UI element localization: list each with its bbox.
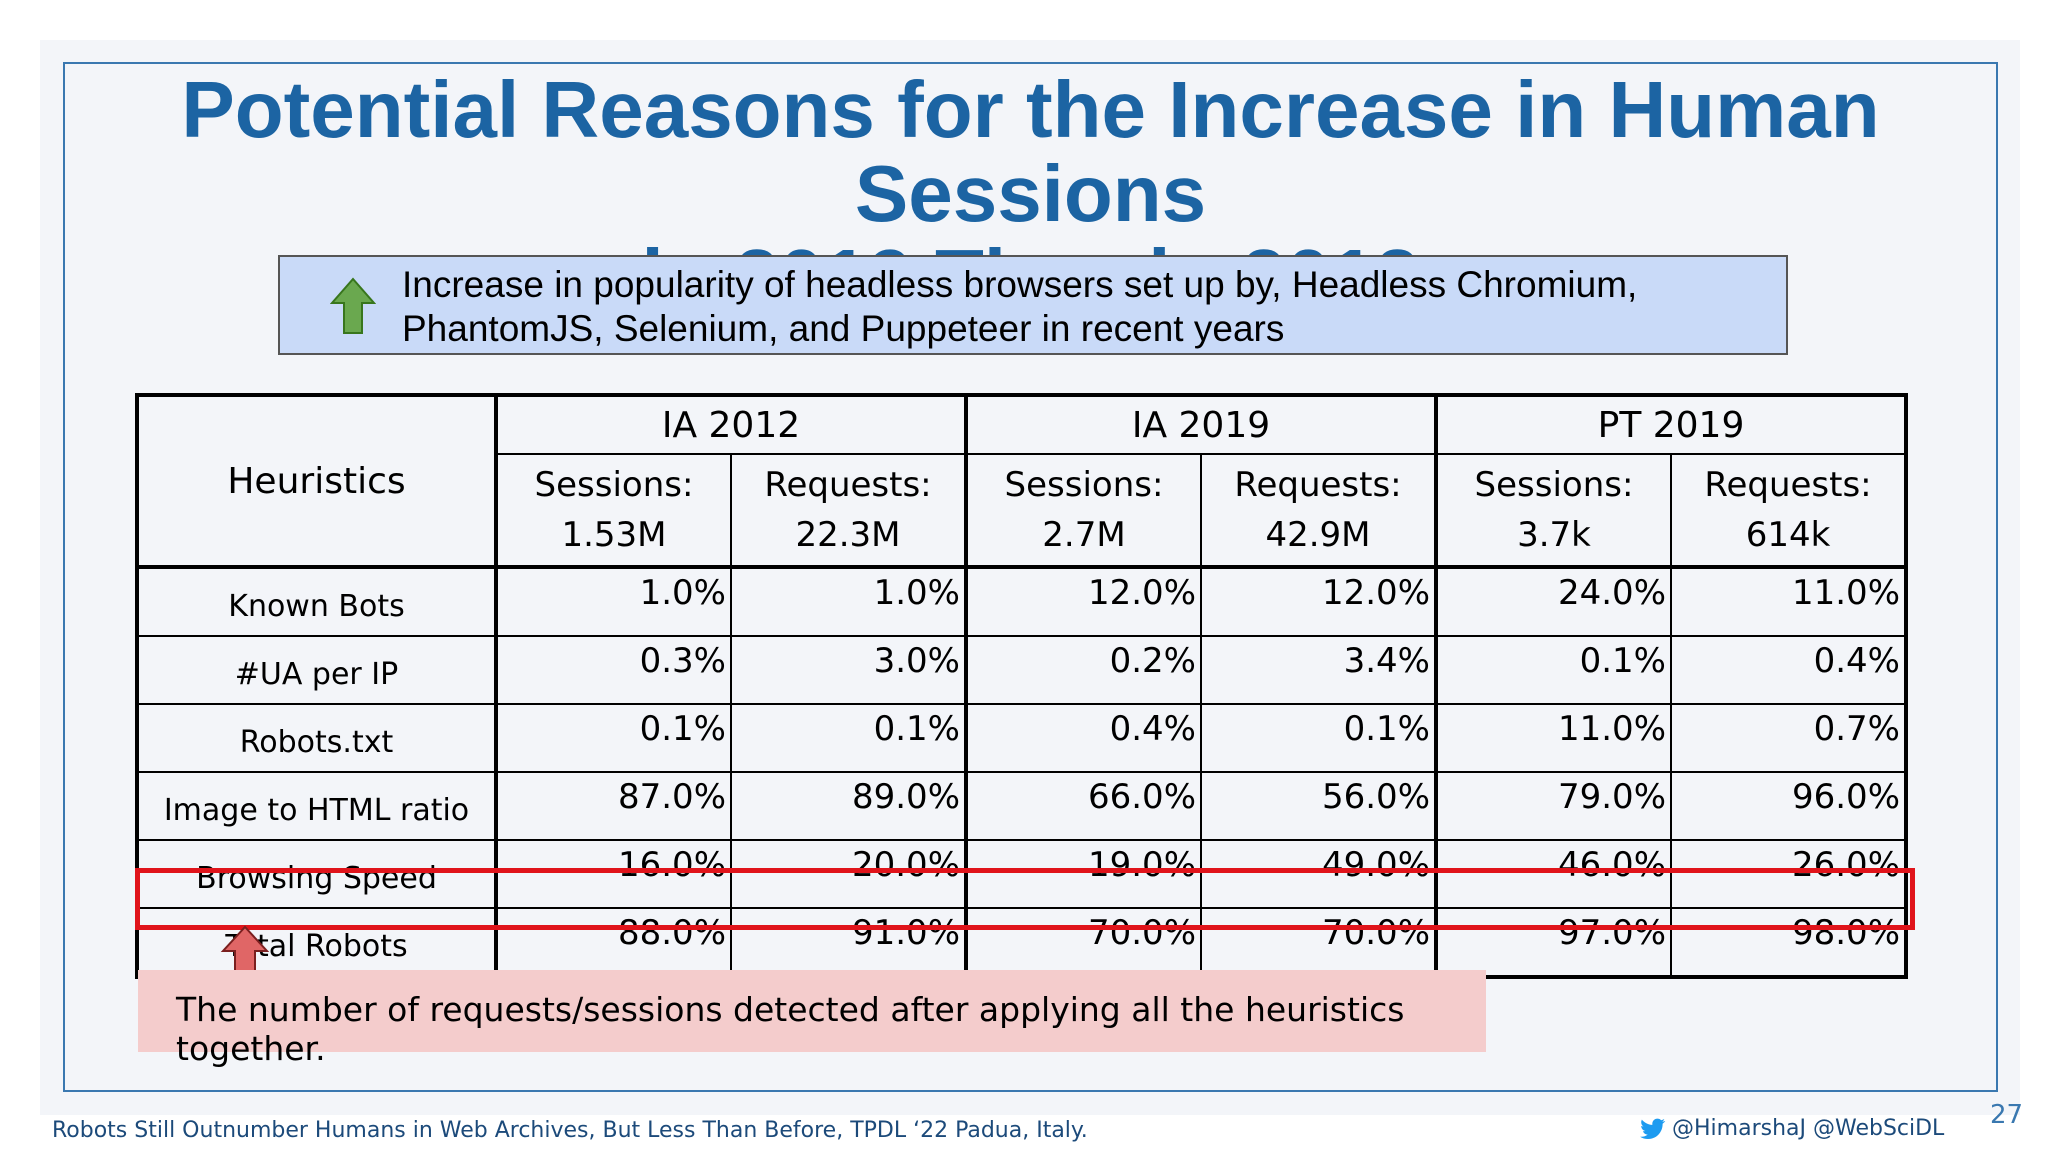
table-cell: 24.0% [1434, 566, 1672, 637]
table-cell: 0.1% [730, 703, 967, 773]
sub-header: Sessions: 1.53M [494, 453, 732, 568]
title-line-1: Potential Reasons for the Increase in Hu… [181, 65, 1880, 238]
table-cell: 26.0% [1670, 839, 1907, 909]
table-cell: 19.0% [964, 839, 1202, 909]
total-robots-callout: The number of requests/sessions detected… [138, 970, 1486, 1068]
table-cell: 70.0% [964, 907, 1202, 978]
table-cell: 0.1% [1200, 703, 1437, 773]
table-cell: 97.0% [1434, 907, 1672, 978]
table-cell: 12.0% [964, 566, 1202, 637]
table-cell: 91.0% [730, 907, 967, 978]
footer-handles-text: @HimarshaJ @WebSciDL [1672, 1116, 1945, 1141]
table-cell: 0.3% [494, 635, 732, 705]
table-cell: 49.0% [1200, 839, 1437, 909]
sub-header: Sessions: 2.7M [964, 453, 1202, 568]
table-cell: 0.4% [964, 703, 1202, 773]
twitter-bird-icon [1640, 1118, 1666, 1139]
table-row: Image to HTML ratio 87.0% 89.0% 66.0% 56… [136, 771, 1907, 841]
table-cell: 0.7% [1670, 703, 1907, 773]
row-label: Browsing Speed [136, 839, 497, 909]
row-label: Image to HTML ratio [136, 771, 497, 841]
table-cell: 0.4% [1670, 635, 1907, 705]
row-label: Total Robots [136, 907, 497, 978]
table-cell: 20.0% [730, 839, 967, 909]
table-cell: 0.2% [964, 635, 1202, 705]
sub-header: Requests: 22.3M [730, 453, 967, 568]
table-cell: 87.0% [494, 771, 732, 841]
up-arrow-green-icon [330, 277, 376, 334]
group-header: PT 2019 [1434, 394, 1907, 455]
table-cell: 89.0% [730, 771, 967, 841]
row-label: Known Bots [136, 566, 497, 637]
table-row: Browsing Speed 16.0% 20.0% 19.0% 49.0% 4… [136, 839, 1907, 909]
callout-top-text: Increase in popularity of headless brows… [402, 264, 1638, 349]
callout-bottom-text: The number of requests/sessions detected… [176, 990, 1405, 1068]
table-cell: 12.0% [1200, 566, 1437, 637]
table-cell: 0.1% [1434, 635, 1672, 705]
group-header: IA 2012 [494, 394, 967, 455]
table-cell: 88.0% [494, 907, 732, 978]
table-cell: 1.0% [730, 566, 967, 637]
table-cell: 79.0% [1434, 771, 1672, 841]
table-cell: 3.0% [730, 635, 967, 705]
group-header: IA 2019 [964, 394, 1437, 455]
row-label: Robots.txt [136, 703, 497, 773]
table-cell: 0.1% [494, 703, 732, 773]
table-cell: 11.0% [1434, 703, 1672, 773]
table-row: Robots.txt 0.1% 0.1% 0.4% 0.1% 11.0% 0.7… [136, 703, 1907, 773]
slide-frame [63, 62, 1998, 1092]
table-cell: 46.0% [1434, 839, 1672, 909]
table-cell: 66.0% [964, 771, 1202, 841]
footer-citation: Robots Still Outnumber Humans in Web Arc… [52, 1118, 1088, 1143]
table-cell: 3.4% [1200, 635, 1437, 705]
sub-header: Requests: 42.9M [1200, 453, 1437, 568]
table-cell: 56.0% [1200, 771, 1437, 841]
table-cell: 16.0% [494, 839, 732, 909]
sub-header: Sessions: 3.7k [1434, 453, 1672, 568]
table-cell: 1.0% [494, 566, 732, 637]
headless-browsers-callout: Increase in popularity of headless brows… [278, 255, 1788, 355]
footer-handles: @HimarshaJ @WebSciDL [1640, 1116, 1944, 1141]
table-cell: 70.0% [1200, 907, 1437, 978]
table-row-total: Total Robots 88.0% 91.0% 70.0% 70.0% 97.… [136, 907, 1907, 978]
page-number: 27 [1990, 1100, 2024, 1130]
table-row: #UA per IP 0.3% 3.0% 0.2% 3.4% 0.1% 0.4% [136, 635, 1907, 705]
table-cell: 11.0% [1670, 566, 1907, 637]
table-row: Known Bots 1.0% 1.0% 12.0% 12.0% 24.0% 1… [136, 566, 1907, 637]
heuristics-table: Heuristics IA 2012 IA 2019 PT 2019 Sessi… [135, 393, 1908, 979]
row-label: #UA per IP [136, 635, 497, 705]
table-cell: 96.0% [1670, 771, 1907, 841]
table-cell: 98.0% [1670, 907, 1907, 978]
heuristics-header: Heuristics [136, 394, 497, 569]
sub-header: Requests: 614k [1670, 453, 1907, 568]
